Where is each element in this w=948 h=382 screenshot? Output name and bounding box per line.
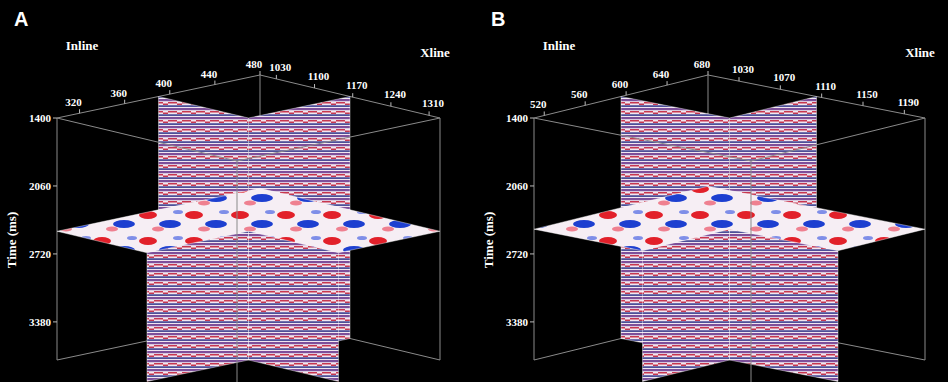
tick-label: 1070 — [773, 71, 796, 83]
tick — [530, 253, 534, 254]
tick — [169, 90, 170, 94]
axis-title: Time (ms) — [4, 212, 19, 268]
tick-label: 520 — [530, 98, 547, 110]
tick — [53, 253, 57, 254]
axis-title: Time (ms) — [481, 212, 496, 268]
tick — [530, 185, 534, 186]
box-edge — [751, 161, 752, 382]
inline-slice — [730, 229, 839, 381]
tick — [739, 77, 740, 81]
tick-label: 2060 — [29, 180, 52, 192]
tick — [708, 71, 709, 75]
box-edge — [534, 118, 535, 360]
tick-label: 2720 — [29, 248, 52, 260]
axis-title: Inline — [66, 38, 99, 53]
tick-label: 1030 — [732, 63, 755, 75]
tick — [390, 102, 391, 106]
axis-title: Xline — [905, 45, 935, 60]
plot-area — [534, 75, 925, 382]
tick — [276, 75, 277, 79]
axis-title: Xline — [420, 45, 450, 60]
tick-label: 680 — [694, 58, 711, 70]
box-edge — [57, 118, 58, 360]
box-edge — [925, 118, 926, 360]
box-edge — [751, 118, 925, 161]
tick — [780, 85, 781, 89]
box-edge — [57, 118, 237, 161]
tick — [314, 84, 315, 88]
tick-label: 1170 — [346, 79, 368, 91]
tick-label: 560 — [571, 88, 588, 100]
box-edge — [237, 161, 238, 382]
tick-label: 1400 — [506, 112, 529, 124]
plot-area — [57, 75, 440, 382]
tick — [53, 118, 57, 119]
tick — [79, 109, 80, 113]
figure: 320 360 400 440 480 1030 1100 1170 1240 1310 1400 2… — [0, 0, 948, 382]
tick-label: 1030 — [269, 61, 292, 73]
tick-label: 2060 — [506, 180, 529, 192]
tick-label: 360 — [110, 87, 127, 99]
tick — [530, 118, 534, 119]
tick-label: 1190 — [898, 96, 920, 108]
tick-label: 600 — [612, 78, 629, 90]
axis-title: Inline — [543, 38, 576, 53]
tick-label: 1400 — [29, 112, 52, 124]
tick-label: 3380 — [29, 316, 52, 328]
box-edge — [440, 118, 441, 360]
tick-label: 440 — [201, 68, 218, 80]
tick — [429, 111, 430, 115]
panel-label: B — [491, 8, 505, 30]
tick-label: 320 — [65, 96, 82, 108]
panel: 320 360 400 440 480 1030 1100 1170 1240 1310 1400 2… — [4, 8, 450, 382]
tick — [352, 93, 353, 97]
tick — [124, 100, 125, 104]
tick-label: 640 — [653, 68, 670, 80]
box-edge — [237, 118, 440, 161]
tick — [214, 81, 215, 85]
tick — [626, 91, 627, 95]
tick-label: 3380 — [506, 316, 529, 328]
background — [0, 0, 948, 382]
tick-label: 400 — [156, 77, 173, 89]
tick-label: 1100 — [308, 70, 330, 82]
tick — [260, 71, 261, 75]
tick-label: 1110 — [815, 80, 836, 92]
tick-label: 1150 — [856, 88, 878, 100]
inline-slice — [249, 231, 339, 381]
tick-label: 1310 — [422, 97, 445, 109]
xline-slice — [643, 229, 730, 381]
xline-slice — [147, 231, 249, 381]
tick — [544, 111, 545, 115]
tick-label: 2720 — [506, 248, 529, 260]
tick — [53, 321, 57, 322]
tick-label: 1240 — [384, 88, 407, 100]
panel-label: A — [14, 8, 28, 30]
tick — [904, 110, 905, 114]
panel: 520 560 600 640 680 1030 1070 1110 1150 1190 1400 2… — [481, 8, 935, 382]
tick — [863, 102, 864, 106]
tick — [585, 101, 586, 105]
tick — [821, 94, 822, 98]
tick — [53, 185, 57, 186]
tick — [530, 321, 534, 322]
box-edge — [534, 118, 751, 161]
tick-label: 480 — [246, 58, 263, 70]
tick — [667, 81, 668, 85]
